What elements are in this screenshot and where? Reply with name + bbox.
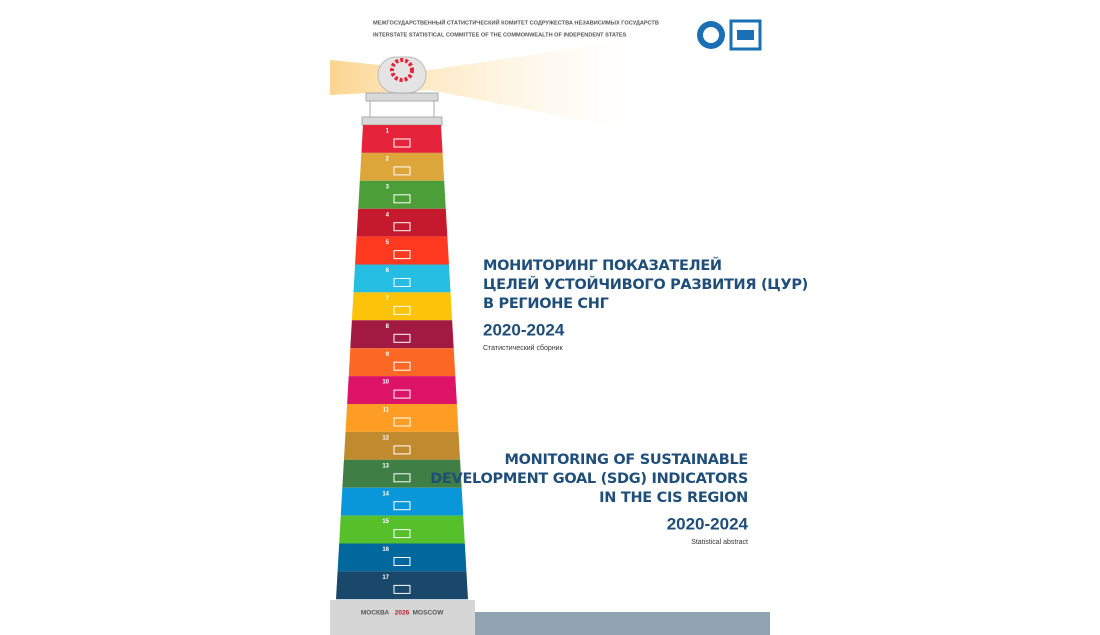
goal-icon — [393, 473, 411, 483]
goal-number: 5 — [386, 240, 390, 246]
title-ru-subtitle: Статистический сборник — [483, 344, 564, 352]
title-en-subtitle: Statistical abstract — [691, 539, 748, 546]
goal-icon — [393, 557, 411, 566]
goal-icon — [393, 361, 411, 371]
lamp-dome — [377, 56, 427, 94]
goal-number: 7 — [386, 296, 390, 302]
goal-number: 3 — [386, 184, 390, 190]
goal-icon — [393, 138, 411, 148]
goal-icon — [393, 529, 411, 539]
header-en: INTERSTATE STATISTICAL COMMITTEE OF THE … — [373, 32, 627, 38]
goal-number: 10 — [382, 380, 389, 386]
sdg-wheel — [390, 58, 414, 82]
goal-number: 9 — [386, 352, 390, 358]
goal-number: 13 — [382, 463, 389, 469]
footer-year: 2026 — [395, 610, 410, 617]
footer-city-en: MOSCOW — [413, 610, 445, 617]
gallery-base — [361, 116, 443, 126]
title-ru-years: 2020-2024 — [483, 320, 565, 339]
goal-number: 1 — [386, 129, 390, 135]
goal-number: 8 — [386, 324, 390, 330]
goal-icon — [393, 278, 411, 287]
goal-number: 14 — [382, 491, 389, 497]
goal-number: 15 — [382, 519, 389, 525]
title-ru-line: В РЕГИОНЕ СНГ — [483, 296, 609, 312]
goal-icon — [393, 333, 411, 343]
goal-number: 11 — [383, 408, 390, 414]
base — [330, 600, 475, 635]
logo-stat — [729, 19, 762, 51]
goal-number: 17 — [382, 575, 389, 581]
railing — [369, 100, 435, 118]
title-en-line: MONITORING OF SUSTAINABLE — [504, 452, 748, 468]
footer-bar — [475, 612, 770, 635]
goal-number: 6 — [386, 268, 390, 274]
goal-icon — [393, 417, 411, 427]
goal-icon — [393, 222, 411, 232]
logo-stat-inner — [737, 30, 754, 40]
goal-icon — [393, 194, 411, 204]
goal-number: 4 — [386, 212, 390, 218]
goal-number: 12 — [382, 435, 389, 441]
goal-number: 2 — [386, 156, 390, 162]
logo-cis-inner — [703, 27, 719, 43]
light-beam — [330, 40, 630, 130]
goal-icon — [393, 584, 411, 594]
title-en-line: IN THE CIS REGION — [599, 490, 748, 506]
gallery — [365, 92, 439, 102]
goal-icon — [393, 389, 411, 399]
goal-icon — [393, 166, 411, 176]
title-ru-line: МОНИТОРИНГ ПОКАЗАТЕЛЕЙ — [483, 257, 722, 274]
goal-icon — [393, 445, 411, 455]
goal-icon — [393, 305, 411, 315]
header-ru: МЕЖГОСУДАРСТВЕННЫЙ СТАТИСТИЧЕСКИЙ КОМИТЕ… — [373, 18, 659, 26]
goal-number: 16 — [382, 547, 389, 553]
footer-city-ru: МОСКВА — [361, 610, 390, 617]
goal-icon — [393, 250, 411, 260]
title-en-line: DEVELOPMENT GOAL (SDG) INDICATORS — [430, 471, 748, 487]
title-ru-line: ЦЕЛЕЙ УСТОЙЧИВОГО РАЗВИТИЯ (ЦУР) — [483, 276, 808, 293]
title-en-years: 2020-2024 — [667, 514, 749, 533]
goal-icon — [393, 501, 411, 511]
